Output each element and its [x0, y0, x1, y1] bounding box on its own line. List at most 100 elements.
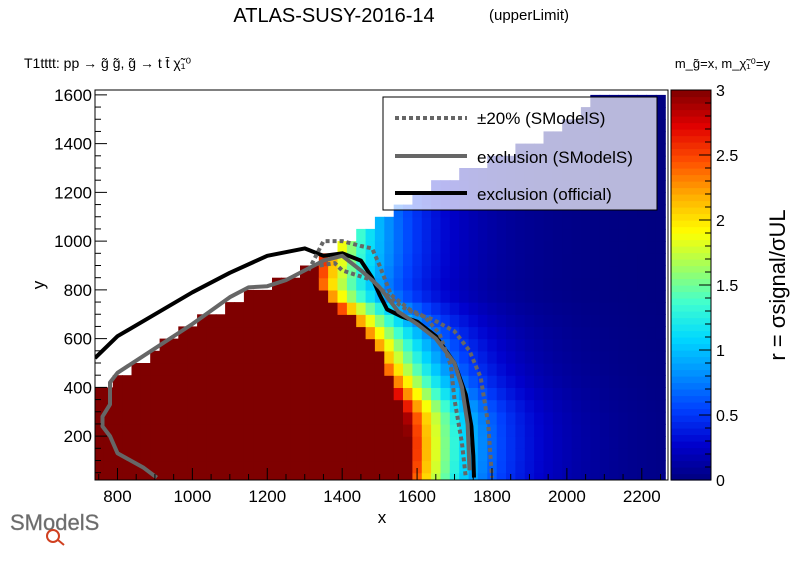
heatmap-cell	[328, 460, 339, 474]
heatmap-cell	[421, 253, 432, 267]
heatmap-cell	[431, 277, 442, 291]
heatmap-cell	[328, 423, 339, 437]
heatmap-cell	[412, 265, 423, 279]
heatmap-cell	[197, 314, 208, 328]
heatmap-cell	[562, 375, 573, 388]
heatmap-cell	[300, 411, 310, 425]
heatmap-cell	[290, 472, 301, 480]
heatmap-cell	[300, 448, 310, 462]
heatmap-cell	[140, 363, 151, 376]
heatmap-cell	[206, 363, 217, 376]
heatmap-cell	[374, 411, 385, 425]
heatmap-cell	[655, 375, 666, 388]
heatmap-cell	[272, 314, 282, 328]
heatmap-cell	[412, 387, 423, 401]
heatmap-cell	[477, 363, 488, 376]
heatmap-cell	[290, 375, 301, 388]
heatmap-cell	[393, 216, 404, 230]
heatmap-cell	[515, 387, 526, 401]
heatmap-cell	[187, 436, 198, 449]
heatmap-cell	[440, 338, 451, 352]
heatmap-cell	[337, 241, 348, 254]
heatmap-cell	[356, 277, 367, 291]
heatmap-cell	[468, 387, 479, 401]
heatmap-cell	[524, 411, 535, 425]
heatmap-cell	[262, 448, 273, 462]
heatmap-cell	[646, 338, 657, 352]
heatmap-cell	[627, 423, 638, 437]
heatmap-cell	[618, 228, 629, 242]
heatmap-cell	[140, 460, 151, 474]
heatmap-cell	[543, 460, 554, 474]
heatmap-cell	[562, 302, 573, 315]
heatmap-cell	[627, 216, 638, 230]
heatmap-cell	[412, 204, 423, 218]
heatmap-cell	[599, 387, 610, 401]
heatmap-cell	[534, 326, 545, 340]
heatmap-cell	[318, 326, 329, 340]
heatmap-cell	[487, 314, 498, 328]
heatmap-cell	[122, 460, 133, 474]
heatmap-cell	[562, 363, 573, 376]
heatmap-cell	[403, 472, 413, 480]
heatmap-cell	[552, 228, 563, 242]
x-tick-label: 1800	[473, 487, 511, 506]
heatmap-cell	[506, 265, 516, 279]
z-tick-label: 0.5	[716, 408, 738, 425]
heatmap-cell	[272, 326, 282, 340]
legend-label-1: exclusion (SModelS)	[477, 148, 633, 167]
heatmap-cell	[356, 302, 367, 315]
heatmap-cell	[534, 436, 545, 449]
heatmap-cell	[253, 302, 264, 315]
heatmap-cell	[243, 375, 254, 388]
heatmap-cell	[243, 338, 254, 352]
heatmap-cell	[655, 180, 666, 193]
heatmap-cell	[524, 399, 535, 413]
heatmap-cell	[524, 302, 535, 315]
logo-handle-icon	[57, 539, 65, 546]
heatmap-cell	[234, 423, 245, 437]
heatmap-cell	[365, 363, 376, 376]
heatmap-cell	[524, 363, 535, 376]
heatmap-cell	[374, 399, 385, 413]
heatmap-cell	[403, 289, 413, 303]
heatmap-cell	[468, 302, 479, 315]
heatmap-cell	[159, 399, 170, 413]
heatmap-cell	[225, 423, 236, 437]
heatmap-cell	[384, 350, 395, 364]
heatmap-cell	[618, 350, 629, 364]
heatmap-cell	[281, 436, 292, 449]
heatmap-cell	[262, 302, 273, 315]
heatmap-cell	[580, 326, 591, 340]
heatmap-cell	[496, 228, 507, 242]
heatmap-cell	[440, 253, 451, 267]
plot-frame	[94, 89, 669, 481]
heatmap-cell	[534, 411, 545, 425]
colorbar-band	[671, 324, 711, 332]
heatmap-cell	[571, 423, 582, 437]
heatmap-cell	[131, 423, 142, 437]
heatmap-cell	[515, 460, 526, 474]
heatmap-cell	[552, 241, 563, 254]
heatmap-cell	[468, 375, 479, 388]
heatmap-cell	[384, 375, 395, 388]
heatmap-cell	[131, 387, 142, 401]
heatmap-cell	[477, 241, 488, 254]
heatmap-cell	[346, 302, 357, 315]
heatmap-cell	[318, 387, 329, 401]
heatmap-cell	[609, 302, 619, 315]
heatmap-cell	[112, 387, 123, 401]
heatmap-cell	[187, 363, 198, 376]
heatmap-cell	[506, 326, 516, 340]
heatmap-cell	[468, 216, 479, 230]
heatmap-cell	[655, 131, 666, 145]
heatmap-cell	[477, 253, 488, 267]
x-tick-label: 1200	[248, 487, 286, 506]
heatmap-cell	[552, 375, 563, 388]
heatmap-cell	[646, 253, 657, 267]
heatmap-cell	[150, 411, 161, 425]
heatmap-cell	[609, 387, 619, 401]
heatmap-cell	[431, 204, 442, 218]
heatmap-cell	[178, 448, 189, 462]
heatmap-cell	[318, 338, 329, 352]
